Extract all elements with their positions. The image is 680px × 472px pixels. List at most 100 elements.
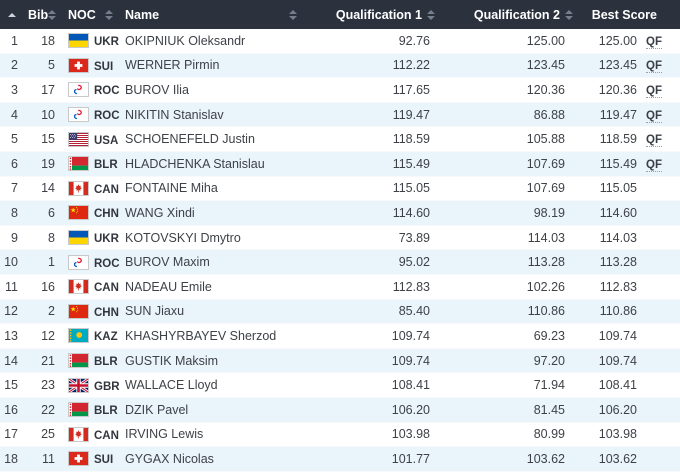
bib-cell: 25 [26, 422, 58, 447]
bib-value: 17 [41, 82, 55, 97]
qualified-cell [640, 447, 680, 472]
table-row: 4 10 ROC NIKITIN Stanislav 119.47 86.88 119.47… [0, 102, 680, 127]
qualification-2-cell: 114.03 [437, 225, 575, 250]
table-row: 13 12 KAZ KHASHYRBAYEV Sherzod 109.74 69.23 10… [0, 323, 680, 349]
rank-cell: 15 [0, 373, 26, 398]
qualified-cell [640, 176, 680, 201]
column-header-qualification-2[interactable]: Qualification 2 [437, 0, 575, 29]
athlete-name: BUROV Ilia [125, 82, 189, 97]
noc-cell: ROC [58, 102, 122, 127]
qualification-1-cell: 92.76 [300, 29, 437, 53]
qualified-marker[interactable]: QF [646, 158, 662, 172]
athlete-name: KOTOVSKYI Dmytro [125, 230, 241, 245]
best-score: 109.74 [598, 353, 637, 368]
qualified-cell [640, 225, 680, 250]
athlete-name: KHASHYRBAYEV Sherzod [125, 328, 277, 343]
noc-cell: UKR [58, 29, 122, 53]
athlete-name: FONTAINE Miha [125, 181, 218, 196]
rank-cell: 16 [0, 397, 26, 422]
rank-value: 5 [11, 132, 18, 147]
sort-ascending-icon[interactable] [8, 12, 16, 17]
qualified-marker[interactable]: QF [646, 109, 662, 123]
qualified-cell: QF [640, 78, 680, 103]
qualification-2-cell: 98.19 [437, 201, 575, 226]
noc-cell: UKR [58, 225, 122, 250]
qualified-marker[interactable]: QF [646, 60, 662, 74]
sort-icon[interactable] [427, 9, 435, 20]
column-header-best-score[interactable]: Best Score [575, 0, 680, 29]
rank-value: 13 [4, 328, 18, 343]
flag-chn-icon [68, 303, 89, 319]
noc-cell: CAN [58, 274, 122, 299]
noc-code: SUI [94, 454, 114, 467]
rank-value: 14 [4, 353, 18, 368]
sort-icon[interactable] [48, 9, 57, 20]
noc-cell: BLR [58, 397, 122, 422]
qualified-cell [640, 324, 680, 349]
flag-chn-icon [68, 205, 89, 221]
qualification-2-score: 97.20 [533, 353, 565, 368]
qualified-cell: QF [640, 151, 680, 176]
rank-cell: 4 [0, 102, 26, 127]
table-row: 18 11 SUI GYGAX Nicolas 101.77 103.62 103.62 [0, 446, 680, 472]
qualification-1-cell: 115.05 [300, 176, 437, 201]
qualification-1-cell: 112.83 [300, 274, 437, 299]
column-header-qualification-1[interactable]: Qualification 1 [300, 0, 437, 29]
qualification-2-score: 80.99 [533, 427, 565, 442]
name-cell: KOTOVSKYI Dmytro [122, 225, 300, 250]
bib-value: 14 [41, 181, 55, 196]
best-score-cell: 113.28 [575, 250, 640, 275]
qualified-marker[interactable]: QF [646, 35, 662, 49]
qualified-marker[interactable]: QF [646, 84, 662, 98]
flag-can-icon [68, 426, 89, 442]
noc-cell: BLR [58, 151, 122, 176]
bib-value: 8 [48, 230, 55, 245]
column-header-name[interactable]: Name [122, 0, 300, 29]
rank-cell: 11 [0, 274, 26, 299]
qualification-2-cell: 107.69 [437, 176, 575, 201]
flag-blr-icon [68, 353, 89, 369]
column-header-noc[interactable]: NOC [58, 0, 122, 29]
qualification-2-score: 123.45 [526, 58, 565, 73]
column-header-rank[interactable] [0, 0, 26, 29]
qualification-1-score: 119.47 [392, 107, 430, 122]
bib-cell: 8 [26, 225, 58, 250]
qualification-2-score: 107.69 [526, 181, 565, 196]
noc-code: UKR [94, 36, 119, 49]
flag-gbr-icon [68, 377, 89, 393]
best-score-cell: 114.03 [575, 225, 640, 250]
bib-cell: 5 [26, 53, 58, 78]
qualification-1-score: 92.76 [398, 33, 430, 48]
best-score-cell: 118.59 [575, 127, 640, 152]
column-header-bib[interactable]: Bib [26, 0, 58, 29]
qualification-1-cell: 118.59 [300, 127, 437, 152]
noc-code: BLR [94, 159, 118, 172]
sort-icon[interactable] [565, 9, 573, 20]
qualification-2-score: 105.88 [526, 132, 565, 147]
noc-code: KAZ [94, 331, 118, 344]
sort-icon[interactable] [104, 9, 113, 20]
qualification-1-score: 114.60 [392, 205, 430, 220]
rank-cell: 6 [0, 151, 26, 176]
bib-cell: 12 [26, 324, 58, 349]
best-score: 113.28 [599, 255, 637, 270]
noc-cell: BLR [58, 348, 122, 373]
athlete-name: WANG Xindi [125, 205, 195, 220]
flag-blr-icon [68, 402, 89, 418]
qualified-marker[interactable]: QF [646, 134, 662, 148]
table-row: 14 21 BLR GUSTIK Maksim 109.74 97.20 109.74 [0, 348, 680, 373]
noc-code: USA [94, 134, 119, 147]
sort-icon[interactable] [289, 9, 297, 20]
best-score: 125.00 [598, 33, 637, 48]
qualification-1-score: 117.65 [392, 82, 430, 97]
noc-code: CHN [94, 208, 119, 221]
name-cell: BUROV Ilia [122, 78, 300, 103]
bib-cell: 23 [26, 373, 58, 398]
bib-value: 16 [41, 279, 55, 294]
name-cell: WANG Xindi [122, 201, 300, 226]
qualification-2-score: 107.69 [526, 156, 565, 171]
athlete-name: NADEAU Emile [125, 279, 212, 294]
bib-cell: 21 [26, 348, 58, 373]
rank-value: 4 [11, 107, 18, 122]
bib-cell: 16 [26, 274, 58, 299]
